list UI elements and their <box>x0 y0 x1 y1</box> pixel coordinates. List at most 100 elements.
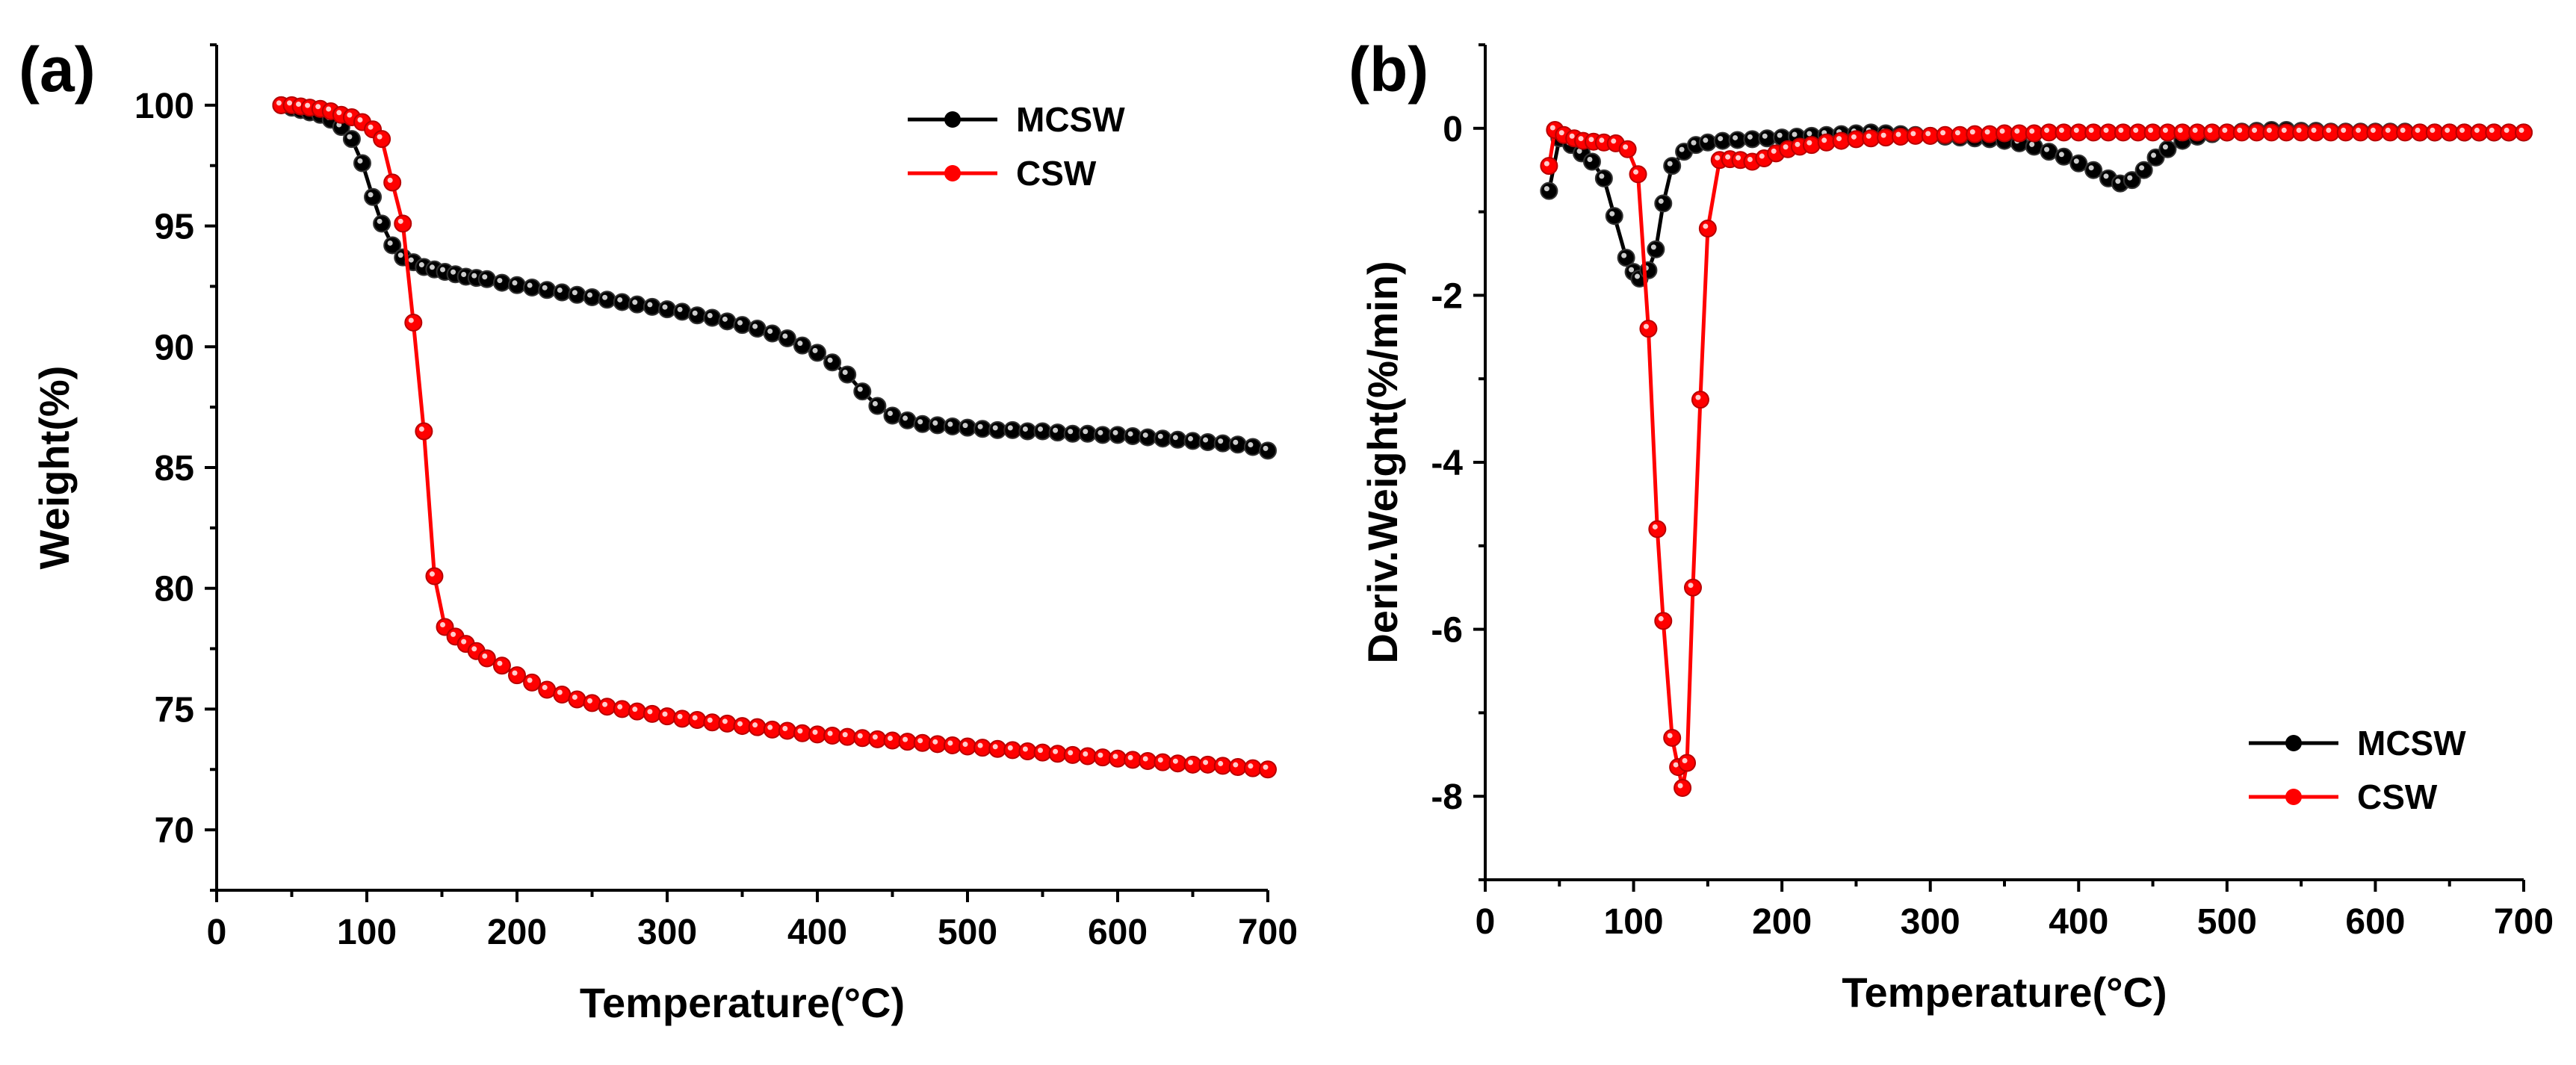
data-point-highlight <box>527 282 533 288</box>
data-point <box>928 735 947 754</box>
y-tick-label: 85 <box>155 449 194 488</box>
data-point <box>477 649 496 668</box>
data-point <box>2069 154 2088 173</box>
data-point <box>2040 143 2058 161</box>
data-point <box>1617 249 1635 267</box>
panel-a-axes: 0 100 200 300 400 500 600 700 70 75 80 85 90 95 100 Tem… <box>31 43 1298 1026</box>
data-point-highlight <box>440 267 446 273</box>
data-point <box>2123 171 2141 190</box>
data-point-highlight <box>812 729 818 735</box>
data-point <box>2084 161 2103 179</box>
data-point-highlight <box>1248 763 1254 769</box>
data-point-highlight <box>1611 138 1617 144</box>
data-point-highlight <box>2296 127 2302 133</box>
data-point-highlight <box>1759 153 1765 159</box>
data-point-highlight <box>2445 127 2450 133</box>
data-point <box>1109 426 1127 444</box>
data-point-highlight <box>1053 427 1059 433</box>
data-point-highlight <box>1866 133 1871 139</box>
data-point-highlight <box>1667 161 1673 167</box>
data-point <box>823 353 842 372</box>
panel-b-derivative-chart: (b) 0 100 200 300 400 500 600 700 -8 -6 -4 -2 0 Tempe… <box>1349 34 2554 1016</box>
data-point-highlight <box>1558 130 1564 136</box>
data-point <box>628 702 646 721</box>
data-point-highlight <box>722 718 728 724</box>
data-point <box>959 737 976 756</box>
data-point-highlight <box>1218 438 1224 444</box>
data-point <box>1124 751 1142 769</box>
x-tick-label: 700 <box>2494 902 2554 942</box>
data-point <box>778 329 796 347</box>
data-point-highlight <box>2088 127 2094 133</box>
data-point-highlight <box>2103 127 2109 133</box>
data-point-highlight <box>2148 127 2154 133</box>
x-tick-label: 200 <box>487 913 547 952</box>
x-tick-label: 600 <box>1088 913 1148 952</box>
data-point-highlight <box>336 110 342 116</box>
data-point-highlight <box>1172 758 1178 764</box>
data-point <box>703 713 722 732</box>
data-point <box>598 698 616 716</box>
data-point-highlight <box>1667 733 1673 739</box>
data-point-highlight <box>662 304 668 310</box>
y-tick-label: 80 <box>155 570 194 609</box>
data-point-highlight <box>932 420 938 426</box>
data-point <box>353 154 371 173</box>
data-point <box>763 720 781 739</box>
data-point-highlight <box>2029 128 2035 134</box>
data-point-highlight <box>2237 127 2243 133</box>
y-tick-label: -6 <box>1431 611 1463 651</box>
data-point <box>1048 745 1067 763</box>
x-axis-title: Temperature(°C) <box>1842 969 2167 1016</box>
data-point <box>2128 123 2147 142</box>
legend-label-mcsw: MCSW <box>1016 100 1125 139</box>
data-point-highlight <box>992 425 998 431</box>
data-point <box>748 320 767 338</box>
data-point <box>763 324 781 343</box>
data-point <box>1259 760 1277 779</box>
data-point <box>1109 749 1127 768</box>
data-point <box>1124 426 1142 445</box>
data-point-highlight <box>1588 137 1594 143</box>
data-point-highlight <box>1895 131 1901 137</box>
data-point-highlight <box>692 310 698 316</box>
data-point-highlight <box>1715 155 1721 161</box>
data-point-highlight <box>557 689 563 695</box>
data-point <box>1996 124 2013 143</box>
data-point <box>913 733 932 752</box>
data-point-highlight <box>2474 127 2480 133</box>
x-tick-label: 400 <box>787 913 847 952</box>
data-point-highlight <box>1658 198 1664 204</box>
data-point-highlight <box>1544 186 1549 192</box>
data-point <box>508 276 526 294</box>
x-tick-label: 100 <box>1604 902 1664 942</box>
data-point-highlight <box>2281 127 2287 133</box>
data-point <box>1154 753 1172 771</box>
data-point-highlight <box>632 299 638 305</box>
data-point-highlight <box>1068 750 1074 756</box>
data-point-highlight <box>2341 127 2347 133</box>
data-point <box>492 273 511 292</box>
data-point <box>1228 435 1247 454</box>
data-point-highlight <box>1777 132 1783 138</box>
data-point-highlight <box>1578 136 1584 142</box>
data-point <box>538 281 557 299</box>
data-point <box>613 293 631 311</box>
series-csw <box>1540 121 2533 798</box>
data-point <box>808 344 826 362</box>
data-point-highlight <box>812 347 818 353</box>
y-axis-title: Deriv.Weight(%/min) <box>1359 261 1406 663</box>
data-point-highlight <box>2151 152 2157 158</box>
data-point-highlight <box>1587 157 1593 163</box>
data-point <box>823 727 842 745</box>
data-point <box>404 313 423 332</box>
data-point <box>523 279 542 297</box>
data-point-highlight <box>2504 127 2510 133</box>
data-point-highlight <box>827 357 833 363</box>
data-point <box>778 721 796 740</box>
data-point <box>1654 612 1673 630</box>
data-point-highlight <box>471 273 477 279</box>
y-tick-label: -8 <box>1431 777 1463 817</box>
data-point-highlight <box>1792 131 1798 137</box>
